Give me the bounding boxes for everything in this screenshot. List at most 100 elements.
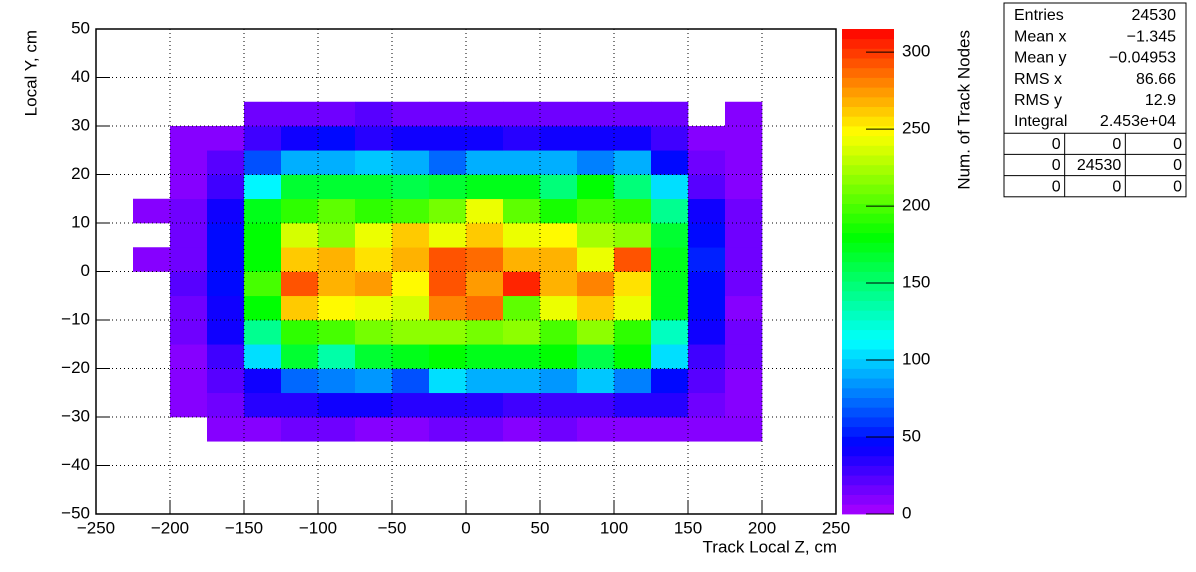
heatmap-cell: [577, 392, 615, 418]
heatmap-cell: [503, 126, 541, 151]
heatmap-cell: [281, 417, 319, 442]
heatmap-cell: [355, 344, 393, 369]
heatmap-cell: [318, 150, 356, 175]
colorbar-band: [842, 300, 894, 311]
stats-box: [1003, 2, 1187, 198]
heatmap-cell: [725, 126, 763, 151]
heatmap-cell: [503, 392, 541, 418]
heatmap-cell: [688, 223, 726, 248]
heatmap-cell: [281, 344, 319, 369]
heatmap-cell: [725, 101, 763, 127]
heatmap-cell: [688, 344, 726, 369]
heatmap-cell: [207, 295, 245, 321]
x-tick-label: −50: [378, 518, 407, 537]
heatmap-cell: [651, 126, 689, 151]
heatmap-cell: [651, 417, 689, 442]
heatmap-cell: [207, 344, 245, 369]
colorbar-band: [842, 290, 894, 301]
heatmap-cell: [725, 392, 763, 418]
heatmap-cell: [207, 198, 245, 224]
stats-value: 12.9: [1145, 92, 1176, 109]
y-tick-label: 10: [71, 212, 90, 231]
heatmap-cell: [503, 417, 541, 442]
stats-value: 2.453e+04: [1100, 113, 1176, 130]
heatmap-cell: [392, 150, 430, 175]
heatmap-cell: [170, 295, 208, 321]
heatmap-cell: [725, 320, 763, 345]
heatmap-cell: [540, 223, 578, 248]
heatmap-cell: [244, 223, 282, 248]
heatmap-cell: [429, 320, 467, 345]
colorbar-band: [842, 358, 894, 369]
heatmap-cell: [688, 392, 726, 418]
heatmap-cell: [688, 271, 726, 297]
colorbar-band: [842, 116, 894, 127]
heatmap-cell: [392, 392, 430, 418]
heatmap-cell: [577, 247, 615, 272]
heatmap-cell: [392, 247, 430, 272]
heatmap-cell: [725, 295, 763, 321]
heatmap-cell: [170, 344, 208, 369]
heatmap-cell: [429, 174, 467, 200]
stats-cell: 0: [1052, 178, 1061, 195]
heatmap-cell: [318, 247, 356, 272]
heatmap-cell: [614, 174, 652, 200]
heatmap-cell: [577, 126, 615, 151]
heatmap-cell: [466, 295, 504, 321]
colorbar-band: [842, 213, 894, 224]
heatmap-cell: [614, 344, 652, 369]
x-tick-label: −100: [299, 518, 337, 537]
heatmap-cell: [466, 174, 504, 200]
colorbar-band: [842, 193, 894, 204]
heatmap-cell: [503, 174, 541, 200]
stats-cell: 0: [1173, 178, 1182, 195]
colorbar-band: [842, 436, 894, 447]
heatmap-cell: [466, 344, 504, 369]
heatmap-cell: [466, 392, 504, 418]
heatmap-cell: [355, 271, 393, 297]
heatmap-cell: [725, 223, 763, 248]
heatmap-cell: [392, 198, 430, 224]
heatmap-cell: [614, 295, 652, 321]
colorbar-band: [842, 58, 894, 69]
heatmap-cell: [540, 126, 578, 151]
heatmap-cell: [318, 174, 356, 200]
heatmap-cell: [429, 417, 467, 442]
x-tick-label: 0: [461, 518, 470, 537]
heatmap-cell: [688, 417, 726, 442]
heatmap-cell: [429, 295, 467, 321]
heatmap-cell: [651, 150, 689, 175]
heatmap-cell: [429, 271, 467, 297]
heatmap-cell: [355, 320, 393, 345]
colorbar-band: [842, 455, 894, 466]
heatmap-cell: [244, 150, 282, 175]
stats-cell: 24530: [1077, 157, 1122, 174]
heatmap-cell: [207, 368, 245, 394]
heatmap-cell: [725, 344, 763, 369]
heatmap-cell: [540, 320, 578, 345]
heatmap-cell: [355, 174, 393, 200]
stats-cell: 0: [1052, 157, 1061, 174]
heatmap-cell: [318, 417, 356, 442]
heatmap-cell: [207, 126, 245, 151]
heatmap-cell: [614, 271, 652, 297]
heatmap-cell: [651, 271, 689, 297]
heatmap-cell: [540, 198, 578, 224]
heatmap-cell: [614, 247, 652, 272]
heatmap-cell: [429, 247, 467, 272]
heatmap-cell: [355, 198, 393, 224]
colorbar-band: [842, 446, 894, 457]
colorbar-band: [842, 261, 894, 272]
plot-frame: [95, 28, 837, 515]
heatmap-cell: [540, 368, 578, 394]
heatmap-cell: [244, 247, 282, 272]
heatmap-cell: [651, 368, 689, 394]
heatmap-cell: [577, 223, 615, 248]
heatmap-cell: [392, 417, 430, 442]
heatmap-cell: [392, 320, 430, 345]
stats-label: Mean x: [1014, 28, 1066, 45]
colorbar-band: [842, 106, 894, 117]
heatmap-cell: [318, 271, 356, 297]
heatmap-cell: [281, 368, 319, 394]
heatmap-cell: [244, 417, 282, 442]
